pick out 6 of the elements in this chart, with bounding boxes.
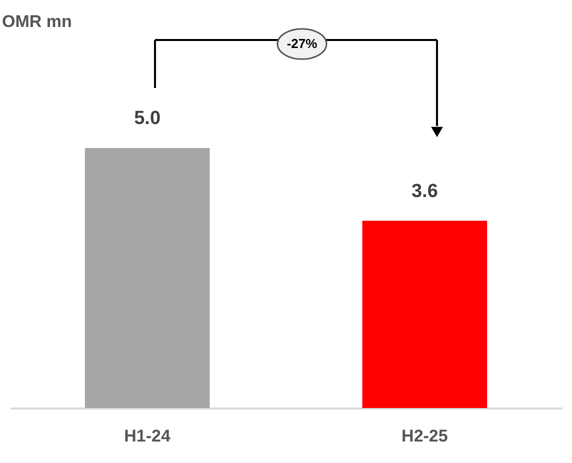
- chart-title: OMR mn: [2, 12, 72, 31]
- data-label: 3.6: [411, 180, 438, 202]
- data-label: 5.0: [134, 108, 161, 129]
- x-tick-label: H1-24: [124, 426, 171, 446]
- x-tick-label: H2-25: [402, 426, 448, 446]
- text: -27%: [286, 36, 318, 51]
